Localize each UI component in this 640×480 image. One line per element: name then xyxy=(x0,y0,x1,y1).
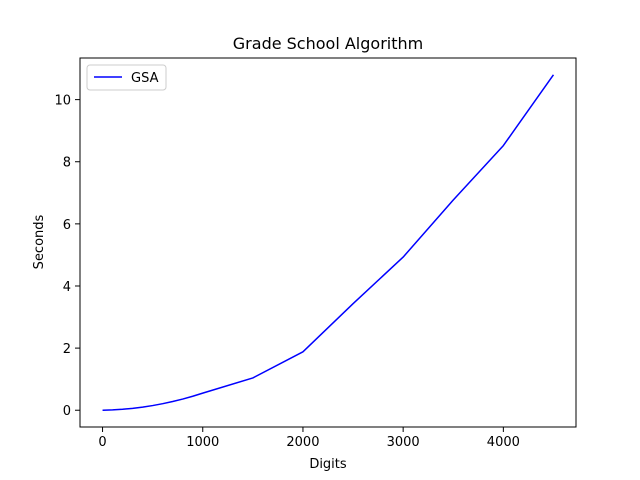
ticks-layer: 0 1000 2000 3000 4000 0 2 4 6 8 10 xyxy=(54,94,519,450)
plot-area-frame xyxy=(79,57,577,428)
x-tick-label: 0 xyxy=(98,435,106,450)
x-tick-label: 1000 xyxy=(186,435,219,450)
x-tick-label: 4000 xyxy=(487,435,520,450)
legend-label: GSA xyxy=(131,71,159,86)
legend: GSA xyxy=(86,64,167,91)
x-tick-label: 2000 xyxy=(286,435,319,450)
x-axis-label: Digits xyxy=(309,457,347,472)
legend-frame xyxy=(86,64,167,91)
series-layer xyxy=(102,74,555,411)
y-tick-label: 6 xyxy=(63,218,71,233)
y-tick-label: 10 xyxy=(54,94,71,109)
y-tick-label: 4 xyxy=(63,280,71,295)
series-line-gsa xyxy=(102,74,555,411)
y-tick-label: 8 xyxy=(63,156,71,171)
y-axis-label: Seconds xyxy=(32,214,47,269)
x-tick-label: 3000 xyxy=(387,435,420,450)
y-tick-label: 0 xyxy=(63,404,71,419)
chart-title: Grade School Algorithm xyxy=(233,34,423,53)
y-tick-label: 2 xyxy=(63,342,71,357)
